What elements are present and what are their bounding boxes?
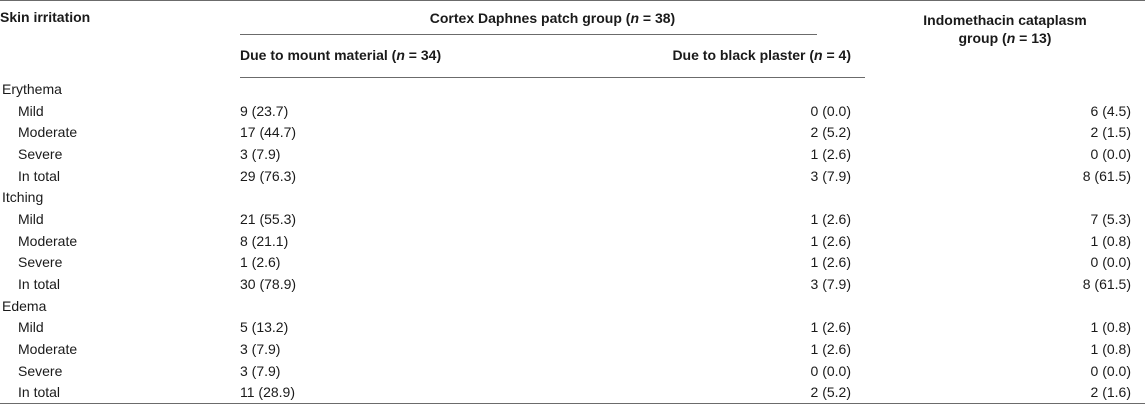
- mount-material-value: 8 (21.1): [240, 232, 289, 249]
- mount-material-value: 3 (7.9): [240, 145, 281, 162]
- black-plaster-value: 2 (5.2): [570, 381, 865, 405]
- table-row: Moderate 8 (21.1) 1 (2.6) 1 (0.8): [0, 230, 1145, 252]
- header-skin-irritation: Skin irritation: [0, 0, 240, 78]
- black-plaster-value: 3 (7.9): [810, 167, 851, 184]
- empty-cell: [240, 295, 570, 317]
- mount-material-value: 17 (44.7): [240, 124, 297, 141]
- header-indomethacin-group: Indomethacin cataplasm group (n = 13): [865, 0, 1145, 78]
- empty-cell: [240, 186, 570, 208]
- row-label: In total: [18, 276, 61, 293]
- indomethacin-value: 1 (0.8): [1090, 232, 1131, 249]
- black-plaster-value: 2 (5.2): [810, 124, 851, 141]
- mount-prefix: Due to mount material (: [240, 47, 397, 63]
- mount-material-value: 29 (76.3): [240, 167, 297, 184]
- empty-cell: [570, 295, 865, 317]
- group-underline: [240, 34, 817, 35]
- row-label: Severe: [18, 145, 63, 162]
- header-mount-material: Due to mount material (n = 34): [240, 40, 570, 78]
- indomethacin-value: 7 (5.3): [1090, 210, 1131, 227]
- indo-line2-suffix: = 13): [1015, 30, 1052, 46]
- plaster-prefix: Due to black plaster (: [672, 47, 815, 63]
- table-row: In total 29 (76.3) 3 (7.9) 8 (61.5): [0, 165, 1145, 187]
- mount-material-value: 3 (7.9): [240, 362, 281, 379]
- row-label: In total: [0, 381, 240, 405]
- row-label: Mild: [18, 319, 44, 336]
- mount-suffix: = 34): [404, 47, 442, 63]
- row-label: Moderate: [18, 232, 78, 249]
- header-black-plaster: Due to black plaster (n = 4): [570, 40, 865, 78]
- mount-material-value: 1 (2.6): [240, 254, 281, 271]
- indomethacin-value: 2 (1.6): [865, 381, 1145, 405]
- mount-material-value: 9 (23.7): [240, 102, 289, 119]
- table-row: Moderate 17 (44.7) 2 (5.2) 2 (1.5): [0, 121, 1145, 143]
- header-cortex-group: Cortex Daphnes patch group (n = 38): [240, 0, 865, 40]
- indomethacin-value: 1 (0.8): [1090, 341, 1131, 358]
- category-row: Edema: [0, 295, 1145, 317]
- table-row: In total 30 (78.9) 3 (7.9) 8 (61.5): [0, 273, 1145, 295]
- black-plaster-value: 3 (7.9): [810, 276, 851, 293]
- row-label: Moderate: [18, 341, 78, 358]
- header-row-top: Skin irritation Cortex Daphnes patch gro…: [0, 0, 1145, 78]
- indomethacin-value: 6 (4.5): [1090, 102, 1131, 119]
- indomethacin-value: 8 (61.5): [1082, 167, 1131, 184]
- category-label: Erythema: [2, 80, 62, 97]
- table-row: Mild 5 (13.2) 1 (2.6) 1 (0.8): [0, 317, 1145, 339]
- table-body: Erythema Mild 9 (23.7) 0 (0.0) 6 (4.5) Modera…: [0, 78, 1145, 405]
- mount-n: n: [396, 47, 405, 63]
- row-label: In total: [18, 167, 61, 184]
- black-plaster-value: 0 (0.0): [810, 102, 851, 119]
- empty-cell: [865, 295, 1145, 317]
- table-row: Mild 9 (23.7) 0 (0.0) 6 (4.5): [0, 100, 1145, 122]
- black-plaster-value: 1 (2.6): [810, 254, 851, 271]
- row-label: Mild: [18, 210, 44, 227]
- mount-material-value: 11 (28.9): [240, 381, 570, 405]
- plaster-suffix: = 4): [822, 47, 851, 63]
- empty-cell: [240, 78, 570, 100]
- mount-material-value: 5 (13.2): [240, 319, 289, 336]
- row-label: Severe: [18, 254, 63, 271]
- black-plaster-value: 1 (2.6): [810, 145, 851, 162]
- black-plaster-value: 1 (2.6): [810, 341, 851, 358]
- indomethacin-value: 0 (0.0): [1090, 145, 1131, 162]
- row-label: Severe: [18, 362, 63, 379]
- row-label: Moderate: [18, 124, 78, 141]
- table-row: Mild 21 (55.3) 1 (2.6) 7 (5.3): [0, 208, 1145, 230]
- cortex-group-prefix: Cortex Daphnes patch group (: [429, 10, 631, 26]
- indo-line1: Indomethacin cataplasm: [923, 12, 1087, 28]
- black-plaster-value: 1 (2.6): [810, 232, 851, 249]
- table-row: Severe 3 (7.9) 0 (0.0) 0 (0.0): [0, 360, 1145, 382]
- empty-cell: [570, 78, 865, 100]
- category-label: Edema: [2, 297, 47, 314]
- category-row: Erythema: [0, 78, 1145, 100]
- table-row: In total 11 (28.9) 2 (5.2) 2 (1.6): [0, 381, 1145, 405]
- empty-cell: [865, 78, 1145, 100]
- indomethacin-value: 0 (0.0): [1090, 254, 1131, 271]
- empty-cell: [865, 186, 1145, 208]
- mount-material-value: 3 (7.9): [240, 341, 281, 358]
- black-plaster-value: 1 (2.6): [810, 319, 851, 336]
- table-row: Severe 1 (2.6) 1 (2.6) 0 (0.0): [0, 252, 1145, 274]
- black-plaster-value: 0 (0.0): [810, 362, 851, 379]
- header-row-sub: Due to mount material (n = 34) Due to bl…: [0, 40, 1145, 78]
- indomethacin-value: 2 (1.5): [1090, 124, 1131, 141]
- mount-material-value: 21 (55.3): [240, 210, 297, 227]
- cortex-group-suffix: = 38): [639, 10, 676, 26]
- category-row: Itching: [0, 186, 1145, 208]
- row-label: Mild: [18, 102, 44, 119]
- mount-material-value: 30 (78.9): [240, 276, 297, 293]
- table-row: Moderate 3 (7.9) 1 (2.6) 1 (0.8): [0, 338, 1145, 360]
- indomethacin-value: 1 (0.8): [1090, 319, 1131, 336]
- cortex-group-n: n: [630, 10, 640, 26]
- indomethacin-value: 8 (61.5): [1082, 276, 1131, 293]
- category-label: Itching: [2, 189, 44, 206]
- indo-n: n: [1006, 30, 1016, 46]
- indo-line2-prefix: group (: [958, 30, 1007, 46]
- table-row: Severe 3 (7.9) 1 (2.6) 0 (0.0): [0, 143, 1145, 165]
- indomethacin-value: 0 (0.0): [1090, 362, 1131, 379]
- black-plaster-value: 1 (2.6): [810, 210, 851, 227]
- plaster-n: n: [814, 47, 823, 63]
- empty-cell: [570, 186, 865, 208]
